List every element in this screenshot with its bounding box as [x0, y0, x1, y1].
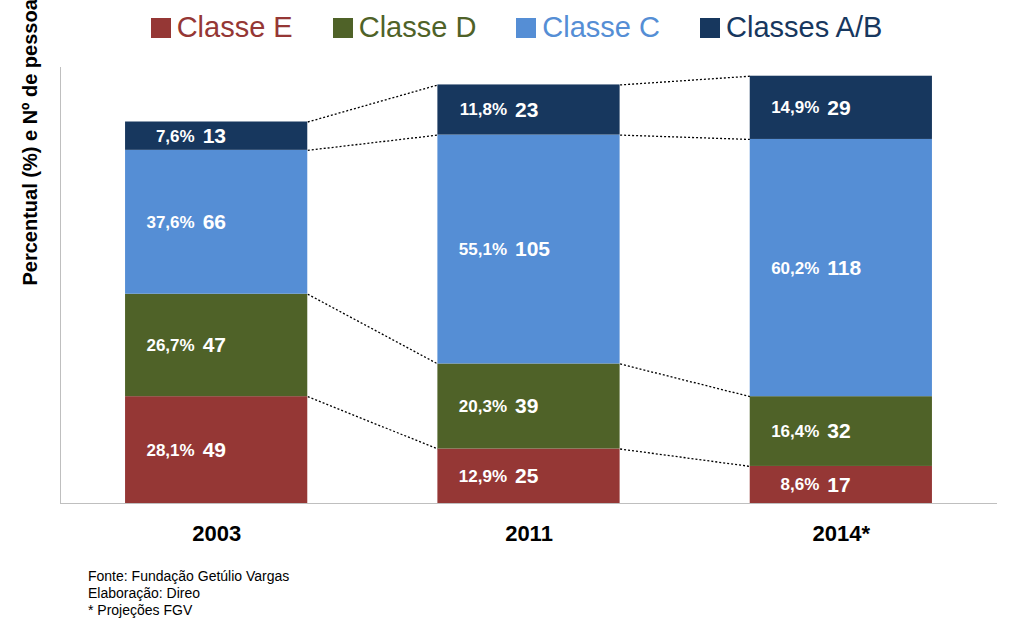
svg-text:2011: 2011 [505, 521, 553, 546]
svg-text:66: 66 [203, 210, 226, 233]
svg-text:2014*: 2014* [813, 521, 871, 546]
svg-text:29: 29 [827, 96, 850, 119]
svg-text:17: 17 [827, 473, 850, 496]
svg-text:12,9%: 12,9% [459, 467, 507, 486]
html-text:Classe D: Classe D [358, 11, 477, 43]
svg-text:8,6%: 8,6% [781, 475, 820, 494]
svg-text:37,6%: 37,6% [146, 213, 194, 232]
svg-text:20,3%: 20,3% [459, 397, 507, 416]
svg-text:25: 25 [515, 464, 539, 487]
svg-text:7,6%: 7,6% [156, 127, 195, 146]
svg-text:60,2%: 60,2% [771, 259, 819, 278]
svg-text:13: 13 [203, 124, 226, 147]
html-text:Classes A/B: Classes A/B [726, 11, 883, 43]
svg-text:14,9%: 14,9% [771, 98, 819, 117]
html-text:Elaboração: Direo: Elaboração: Direo [88, 585, 201, 601]
svg-text:49: 49 [203, 438, 226, 461]
svg-text:118: 118 [827, 256, 861, 279]
svg-text:47: 47 [203, 333, 226, 356]
html-text:Classe E: Classe E [176, 11, 293, 43]
svg-text:32: 32 [827, 419, 850, 442]
svg-text:Percentual (%) e Nº de pessoas: Percentual (%) e Nº de pessoas (milhões) [19, 0, 41, 286]
svg-text:2003: 2003 [192, 521, 241, 546]
svg-text:105: 105 [515, 237, 550, 260]
svg-text:55,1%: 55,1% [459, 240, 507, 259]
svg-text:23: 23 [515, 98, 538, 121]
svg-text:28,1%: 28,1% [146, 441, 194, 460]
html-text:* Projeções FGV: * Projeções FGV [88, 602, 193, 618]
svg-text:16,4%: 16,4% [771, 422, 819, 441]
svg-text:26,7%: 26,7% [146, 336, 194, 355]
svg-text:39: 39 [515, 394, 538, 417]
html-text:Classe C: Classe C [542, 11, 660, 43]
html-text:Fonte: Fundação Getúlio Vargas: Fonte: Fundação Getúlio Vargas [88, 568, 290, 584]
svg-text:11,8%: 11,8% [460, 100, 507, 119]
